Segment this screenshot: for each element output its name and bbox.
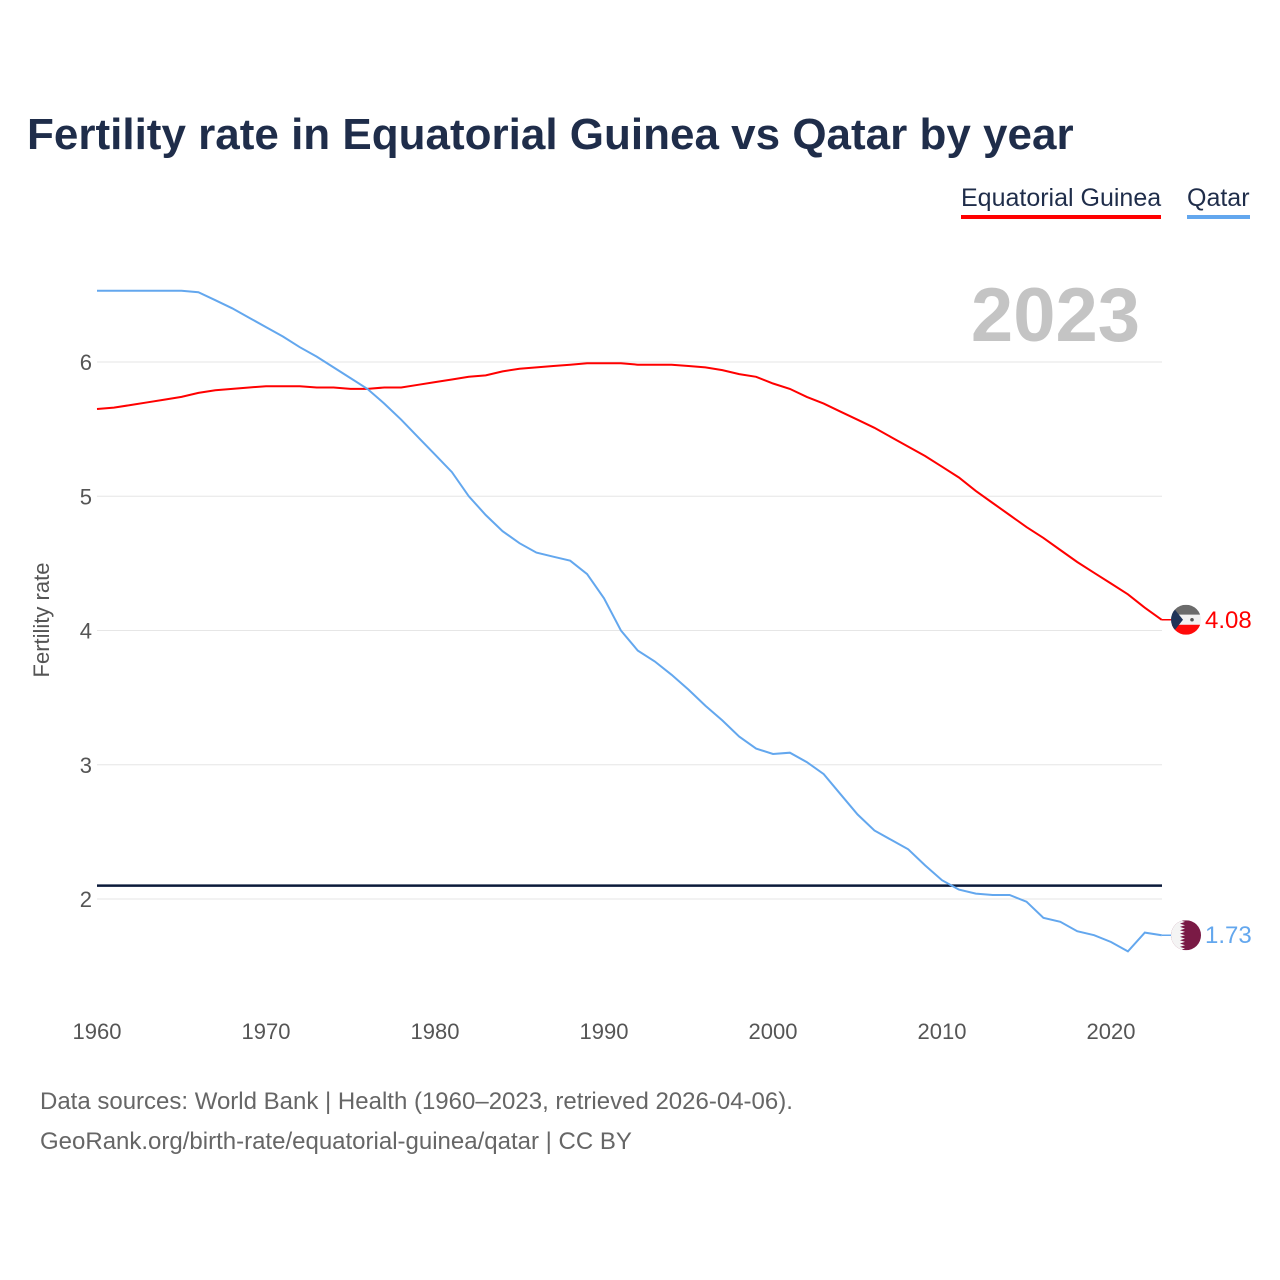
y-tick-label: 6 bbox=[80, 350, 92, 375]
end-value-label: 4.08 bbox=[1205, 607, 1252, 634]
current-year-label: 2023 bbox=[970, 273, 1140, 358]
flag-stripe bbox=[1171, 614, 1201, 625]
flag-body bbox=[1171, 920, 1201, 951]
x-tick-label: 1980 bbox=[411, 1019, 460, 1044]
flag-emblem bbox=[1190, 617, 1194, 622]
series-line-qatar bbox=[97, 289, 1162, 953]
equatorial-guinea-flag-icon bbox=[1171, 604, 1201, 635]
legend-equatorial-guinea[interactable]: Equatorial Guinea bbox=[961, 184, 1162, 219]
x-tick-label: 1970 bbox=[242, 1019, 291, 1044]
x-tick-label: 2000 bbox=[749, 1019, 798, 1044]
flag-stripe bbox=[1171, 624, 1201, 635]
flag-body bbox=[1171, 604, 1201, 635]
footer-link[interactable]: GeoRank.org/birth-rate/equatorial-guinea… bbox=[40, 1128, 632, 1155]
y-tick-label: 3 bbox=[80, 753, 92, 778]
x-tick-label: 2020 bbox=[1087, 1019, 1136, 1044]
series-line-equatorial-guinea bbox=[96, 362, 1163, 621]
flag-serrated-band bbox=[1171, 920, 1185, 951]
flag-triangle bbox=[1171, 604, 1183, 635]
x-tick-label: 1960 bbox=[73, 1019, 122, 1044]
chart-title: Fertility rate in Equatorial Guinea vs Q… bbox=[27, 110, 1074, 159]
legend-qatar[interactable]: Qatar bbox=[1187, 184, 1250, 219]
x-tick-label: 2010 bbox=[918, 1019, 967, 1044]
x-tick-label: 1990 bbox=[580, 1019, 629, 1044]
y-tick-label: 4 bbox=[80, 619, 92, 644]
y-tick-label: 2 bbox=[80, 887, 92, 912]
footer-sources: Data sources: World Bank | Health (1960–… bbox=[40, 1088, 793, 1115]
qatar-flag-icon bbox=[1171, 920, 1201, 951]
flag-stripe bbox=[1171, 604, 1201, 615]
y-tick-label: 5 bbox=[80, 484, 92, 509]
end-value-label: 1.73 bbox=[1205, 922, 1252, 949]
